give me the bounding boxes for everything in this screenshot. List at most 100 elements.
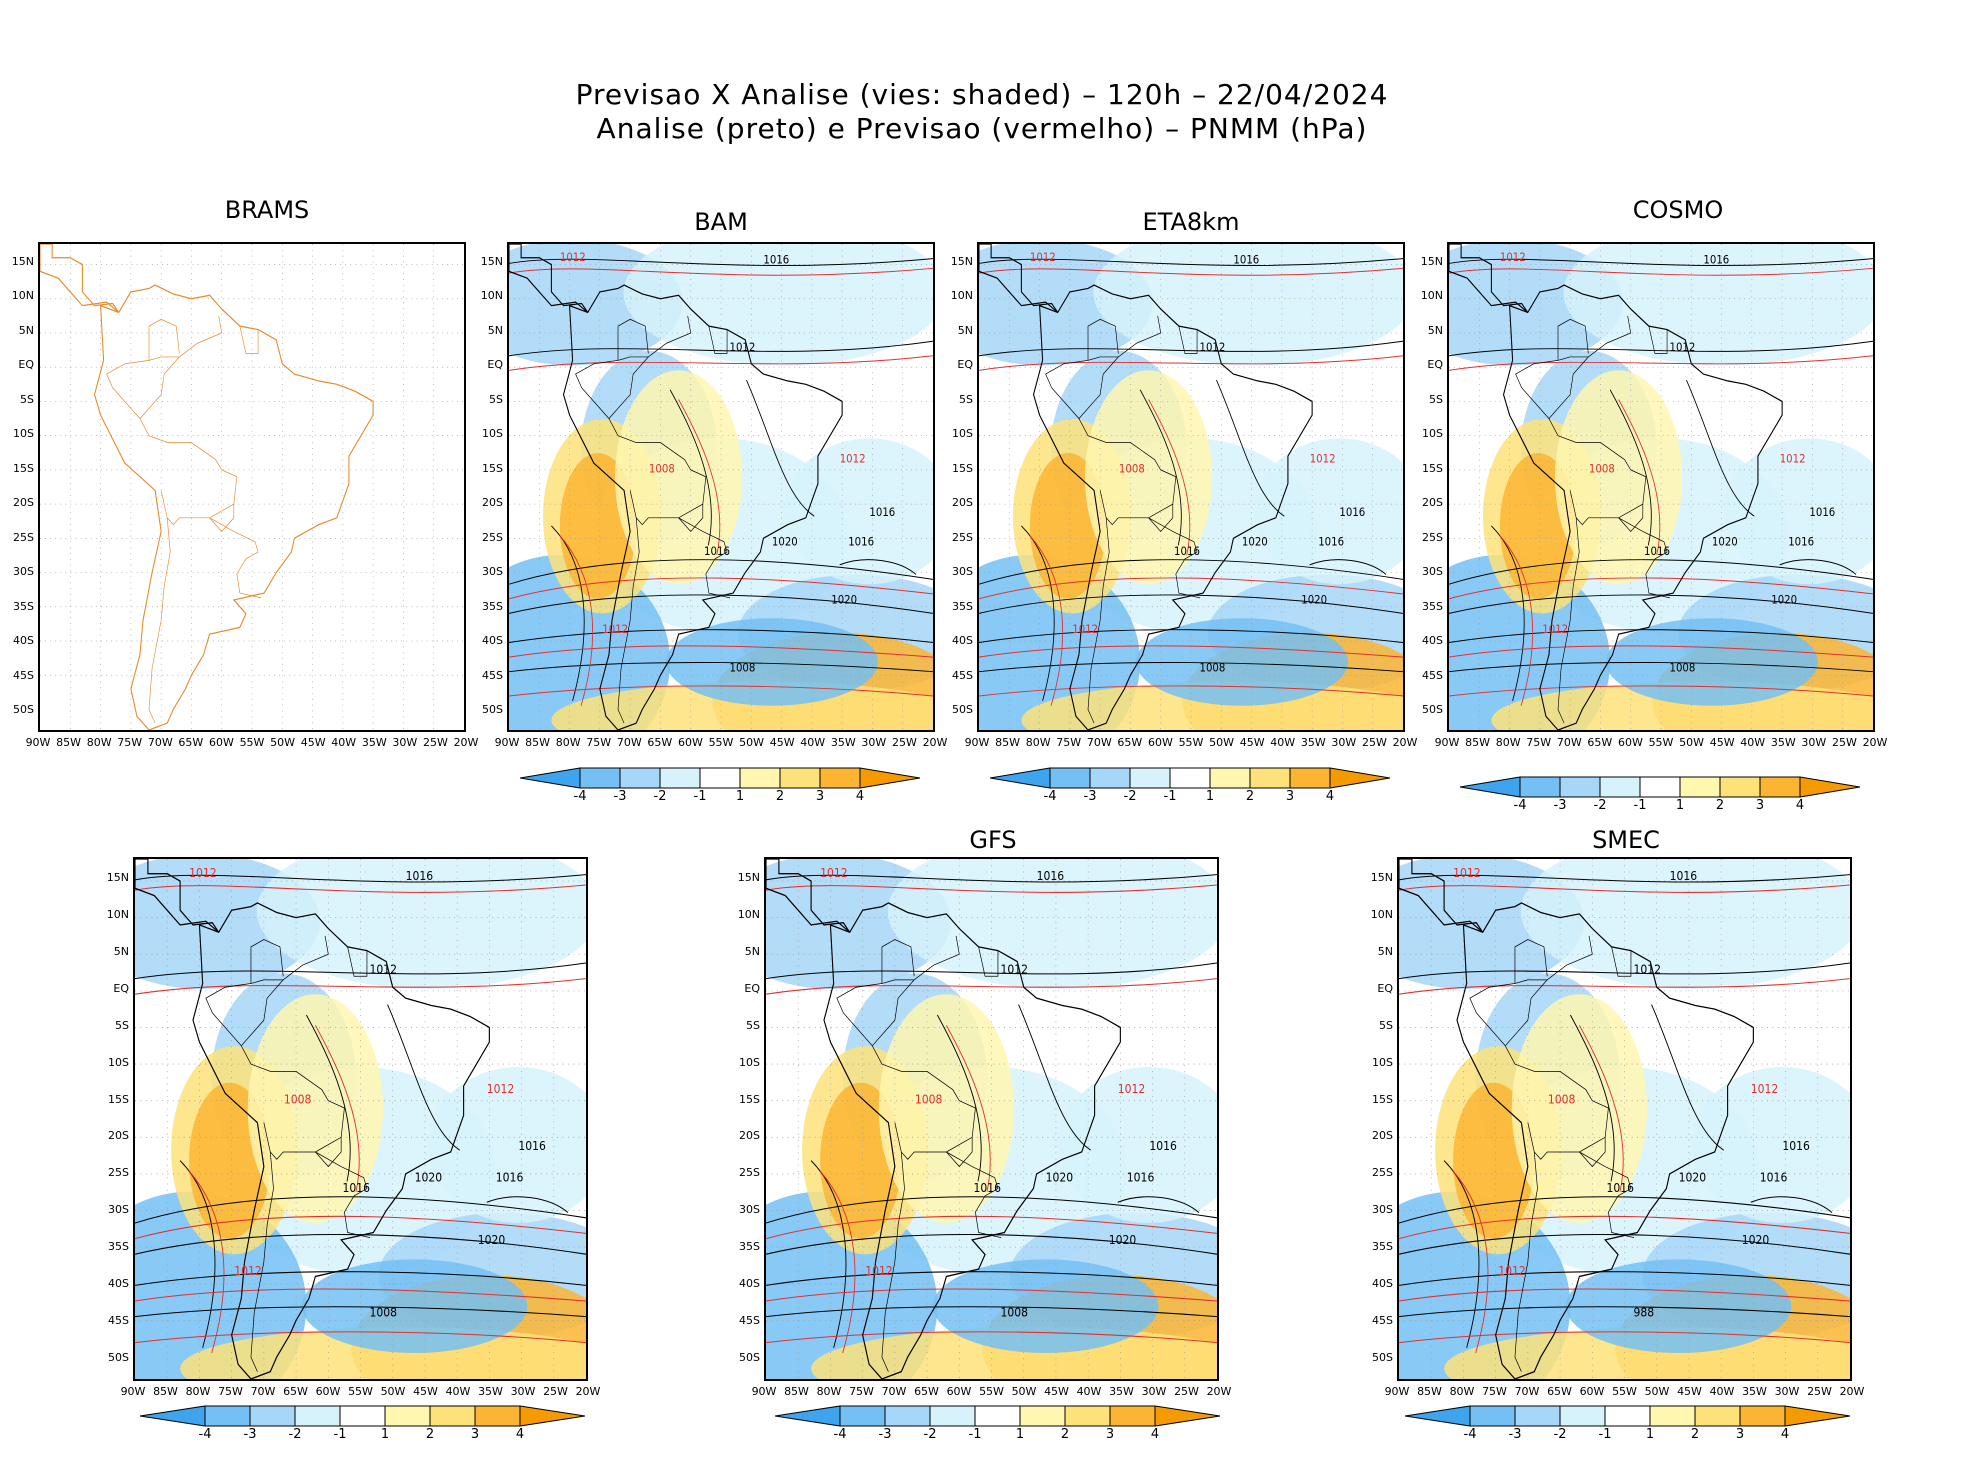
colorbar-segment xyxy=(1019,1405,1066,1427)
bias-shading xyxy=(1520,859,1850,989)
lon-tick-label: 50W xyxy=(1209,736,1234,749)
isobar-value-label: 1016 xyxy=(1809,506,1835,520)
forecast-isobar xyxy=(979,355,1403,371)
map-canvas: 1012 1016 1012 1008 1020 1016 1012 1016 1020 1012… xyxy=(766,859,1217,1379)
lat-tick-label: 45S xyxy=(739,1313,760,1327)
lat-tick-label: 50S xyxy=(739,1350,760,1364)
analysis-isobar xyxy=(509,559,933,585)
colorbar-segment xyxy=(1405,1405,1471,1427)
isobar-value-label: 1012 xyxy=(840,452,866,466)
colorbar-segment xyxy=(1799,776,1860,798)
colorbar-tick-label: -1 xyxy=(693,789,707,804)
country-border xyxy=(1557,318,1589,361)
colorbar-segment xyxy=(839,1405,886,1427)
map-panel-eta8km: 1012 1016 1012 1008 1020 1016 1012 1016 1020 1012… xyxy=(977,242,1405,732)
analysis-isobar xyxy=(1569,1014,1615,1182)
lon-tick-label: 50W xyxy=(380,1385,406,1398)
analysis-isobar xyxy=(509,258,933,266)
analysis-isobar xyxy=(1449,594,1873,614)
lon-tick-label: 80W xyxy=(185,1385,211,1398)
lat-tick-label: 5N xyxy=(1377,944,1393,958)
colorbar-tick-label: 4 xyxy=(1795,798,1805,813)
lat-tick-label: 10S xyxy=(952,427,973,441)
lat-tick-label: 20S xyxy=(739,1129,760,1143)
isobar-value-label: 1016 xyxy=(763,253,789,267)
lon-tick-label: 65W xyxy=(914,1385,939,1398)
colorbar-tick-label: 3 xyxy=(1105,1427,1115,1442)
isobar-value-label: 1016 xyxy=(1788,535,1814,549)
lon-tick-label: 75W xyxy=(586,736,612,749)
colorbar-tick-label: 2 xyxy=(1245,789,1255,804)
lat-tick-label: 10N xyxy=(11,289,34,303)
country-border xyxy=(575,356,649,419)
country-border xyxy=(617,517,640,724)
colorbar-segment xyxy=(1559,1405,1606,1427)
colorbar-tick-label: 1 xyxy=(1645,1427,1655,1442)
colorbar-segment xyxy=(520,767,581,789)
lat-tick-label: 25S xyxy=(739,1166,760,1180)
colorbar-tick-label: -2 xyxy=(288,1427,302,1442)
analysis-isobar xyxy=(979,340,1403,357)
colorbar-segment xyxy=(1209,767,1251,789)
isobar-value-label: 1008 xyxy=(915,1092,943,1107)
colorbar-segment xyxy=(1604,1405,1651,1427)
lon-tick-label: 90W xyxy=(964,736,990,749)
lon-tick-label: 50W xyxy=(739,736,764,749)
forecast-isobar xyxy=(1148,399,1191,556)
colorbar: -4 -3 -2 -1 1 2 3 4 xyxy=(520,767,920,819)
lat-tick-label: 40S xyxy=(108,1277,129,1291)
isobar-value-label: 1016 xyxy=(869,506,895,520)
lat-tick-label: 40S xyxy=(739,1277,760,1291)
lat-tick-label: 10S xyxy=(13,427,34,441)
isobar-value-label: 1012 xyxy=(1199,340,1225,354)
colorbar-tick-label: -3 xyxy=(1553,798,1567,813)
colorbar-segment xyxy=(1064,1405,1111,1427)
colorbar-segment xyxy=(819,767,861,789)
colorbar-tick-label: 3 xyxy=(1285,789,1295,804)
forecast-isobar xyxy=(766,1331,1217,1344)
isobar-value-label: 1008 xyxy=(284,1092,312,1107)
lon-tick-label: 40W xyxy=(331,736,357,749)
lat-tick-label: 35S xyxy=(952,599,973,613)
bias-shading xyxy=(1565,1259,1792,1353)
lon-tick-label: 80W xyxy=(1449,1385,1475,1398)
lat-tick-label: 20S xyxy=(1372,1129,1393,1143)
colorbar-tick-label: -1 xyxy=(1633,798,1647,813)
map-canvas: 1012 1016 1012 1008 1020 1016 1012 1016 1020 1012… xyxy=(979,244,1403,730)
isobar-value-label: 1020 xyxy=(1742,1232,1770,1247)
map-panel-bam: 1012 1016 1012 1008 1020 1016 1012 1016 1020 1012… xyxy=(507,242,935,732)
lon-tick-label: 75W xyxy=(1482,1385,1507,1398)
colorbar-segment xyxy=(140,1405,206,1427)
colorbar-segment xyxy=(1109,1405,1156,1427)
isobar-value-label: 1008 xyxy=(370,1305,398,1320)
panel-title: COSMO xyxy=(1632,196,1724,224)
forecast-isobar xyxy=(766,978,1217,995)
country-border xyxy=(608,315,707,526)
country-border xyxy=(139,315,238,526)
lat-tick-label: 5S xyxy=(1379,1018,1393,1032)
country-border xyxy=(205,979,284,1047)
isobar-value-label: 1016 xyxy=(1782,1138,1810,1153)
colorbar-tick-label: 2 xyxy=(425,1427,435,1442)
lon-tick-label: 35W xyxy=(1109,1385,1134,1398)
lon-tick-label: 40W xyxy=(1709,1385,1735,1398)
colorbar-segment xyxy=(699,767,741,789)
lat-tick-label: 10N xyxy=(1370,908,1393,922)
lon-tick-label: 90W xyxy=(1384,1385,1410,1398)
lon-tick-label: 25W xyxy=(1174,1385,1199,1398)
lon-tick-label: 20W xyxy=(1862,736,1888,749)
isobar-value-label: 1012 xyxy=(1634,962,1662,977)
colorbar-segment xyxy=(974,1405,1021,1427)
country-border xyxy=(1469,979,1548,1047)
lat-tick-label: 15S xyxy=(1422,461,1443,475)
bias-shading xyxy=(1135,618,1348,706)
isobar-value-label: 1012 xyxy=(820,865,848,880)
lat-tick-label: 10S xyxy=(1372,1055,1393,1069)
forecast-isobar xyxy=(1399,1215,1850,1240)
analysis-isobar xyxy=(1449,559,1873,585)
colorbar-segment xyxy=(1719,776,1761,798)
lon-tick-label: 55W xyxy=(1178,736,1204,749)
isobar-value-label: 1020 xyxy=(1046,1170,1074,1185)
analysis-isobar xyxy=(135,874,586,883)
lon-tick-label: 70W xyxy=(1556,736,1582,749)
